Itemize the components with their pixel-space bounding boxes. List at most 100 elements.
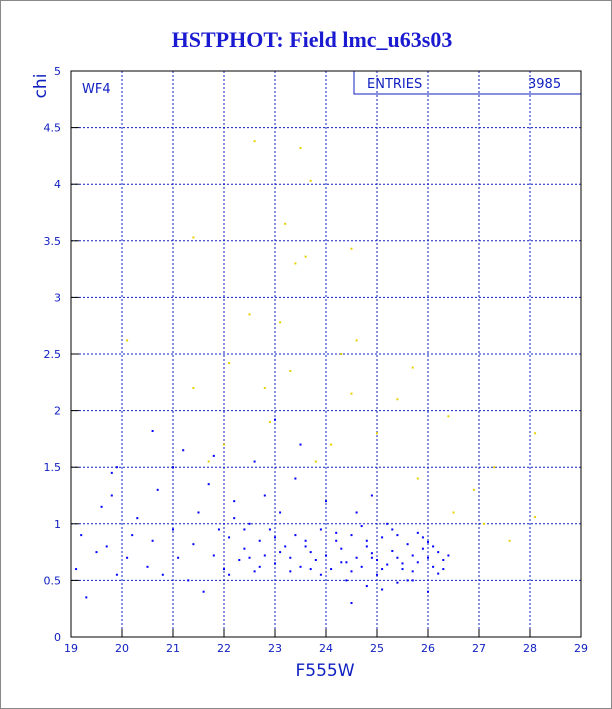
point bbox=[253, 140, 256, 143]
point bbox=[391, 528, 394, 531]
point bbox=[268, 420, 271, 423]
point bbox=[192, 386, 195, 389]
y-tick-label: 1.5 bbox=[44, 461, 62, 474]
point bbox=[381, 588, 384, 591]
point bbox=[365, 545, 368, 548]
point bbox=[411, 579, 414, 582]
point bbox=[319, 528, 322, 531]
point bbox=[421, 547, 424, 550]
point bbox=[432, 565, 435, 568]
point bbox=[365, 539, 368, 542]
point bbox=[345, 561, 348, 564]
point bbox=[289, 570, 292, 573]
point bbox=[248, 556, 251, 559]
point bbox=[370, 552, 373, 555]
point bbox=[355, 511, 358, 514]
point bbox=[493, 466, 496, 469]
point bbox=[411, 366, 414, 369]
point bbox=[442, 568, 445, 571]
point bbox=[248, 313, 251, 316]
point bbox=[304, 539, 307, 542]
point bbox=[406, 543, 409, 546]
point bbox=[284, 222, 287, 225]
point bbox=[223, 568, 225, 571]
point bbox=[437, 551, 440, 554]
point bbox=[299, 443, 302, 446]
point bbox=[391, 549, 394, 552]
point bbox=[192, 543, 195, 546]
point bbox=[335, 531, 338, 534]
point bbox=[325, 554, 327, 557]
point bbox=[212, 454, 215, 457]
x-tick-label: 22 bbox=[217, 642, 231, 655]
point bbox=[416, 477, 419, 480]
x-axis-label: F555W bbox=[295, 661, 354, 681]
point bbox=[274, 536, 276, 539]
point bbox=[376, 559, 378, 562]
point bbox=[350, 392, 353, 395]
x-tick-label: 21 bbox=[166, 642, 180, 655]
point bbox=[80, 534, 83, 537]
point bbox=[115, 573, 118, 576]
point bbox=[350, 247, 353, 250]
point bbox=[314, 460, 317, 463]
point bbox=[233, 500, 236, 503]
point bbox=[472, 488, 475, 491]
point bbox=[411, 554, 414, 557]
point bbox=[427, 590, 429, 593]
point bbox=[427, 556, 429, 559]
point bbox=[376, 573, 378, 576]
point bbox=[360, 525, 363, 528]
point bbox=[401, 562, 404, 565]
point bbox=[386, 522, 389, 525]
point bbox=[228, 573, 231, 576]
point bbox=[151, 429, 154, 432]
point bbox=[274, 562, 276, 565]
x-tick-label: 19 bbox=[64, 642, 78, 655]
point bbox=[172, 466, 174, 469]
point bbox=[95, 551, 98, 554]
point bbox=[228, 536, 231, 539]
point bbox=[365, 585, 368, 588]
point bbox=[406, 579, 409, 582]
point bbox=[335, 539, 338, 542]
plot-frame bbox=[70, 70, 582, 638]
point bbox=[253, 460, 256, 463]
point bbox=[100, 505, 103, 508]
point bbox=[156, 488, 159, 491]
point bbox=[212, 554, 215, 557]
x-tick-label: 24 bbox=[319, 642, 333, 655]
point bbox=[294, 477, 297, 480]
point bbox=[248, 522, 251, 525]
point bbox=[263, 386, 266, 389]
chart-title: HSTPHOT: Field lmc_u63s03 bbox=[172, 27, 453, 52]
point bbox=[294, 262, 297, 265]
point bbox=[279, 321, 282, 324]
point bbox=[223, 443, 225, 446]
point bbox=[330, 568, 333, 571]
point bbox=[75, 568, 78, 571]
point bbox=[350, 570, 353, 573]
point bbox=[228, 362, 231, 365]
point bbox=[340, 353, 343, 355]
x-tick-label: 27 bbox=[472, 642, 486, 655]
point bbox=[381, 568, 384, 571]
point bbox=[192, 236, 195, 239]
x-tick-label: 20 bbox=[115, 642, 129, 655]
x-tick-label: 25 bbox=[370, 642, 384, 655]
point bbox=[330, 443, 333, 446]
y-tick-label: 3 bbox=[54, 291, 61, 304]
x-tick-label: 28 bbox=[523, 642, 537, 655]
point bbox=[258, 539, 261, 542]
point bbox=[187, 579, 190, 582]
point bbox=[442, 559, 445, 562]
point bbox=[432, 545, 435, 548]
annotation: WF4 bbox=[82, 82, 111, 97]
point bbox=[136, 517, 139, 520]
point bbox=[309, 179, 312, 182]
y-tick-label: 0 bbox=[54, 631, 61, 644]
point bbox=[268, 528, 271, 531]
stats-value: 3985 bbox=[528, 77, 561, 92]
point bbox=[355, 339, 358, 342]
point bbox=[110, 471, 113, 474]
